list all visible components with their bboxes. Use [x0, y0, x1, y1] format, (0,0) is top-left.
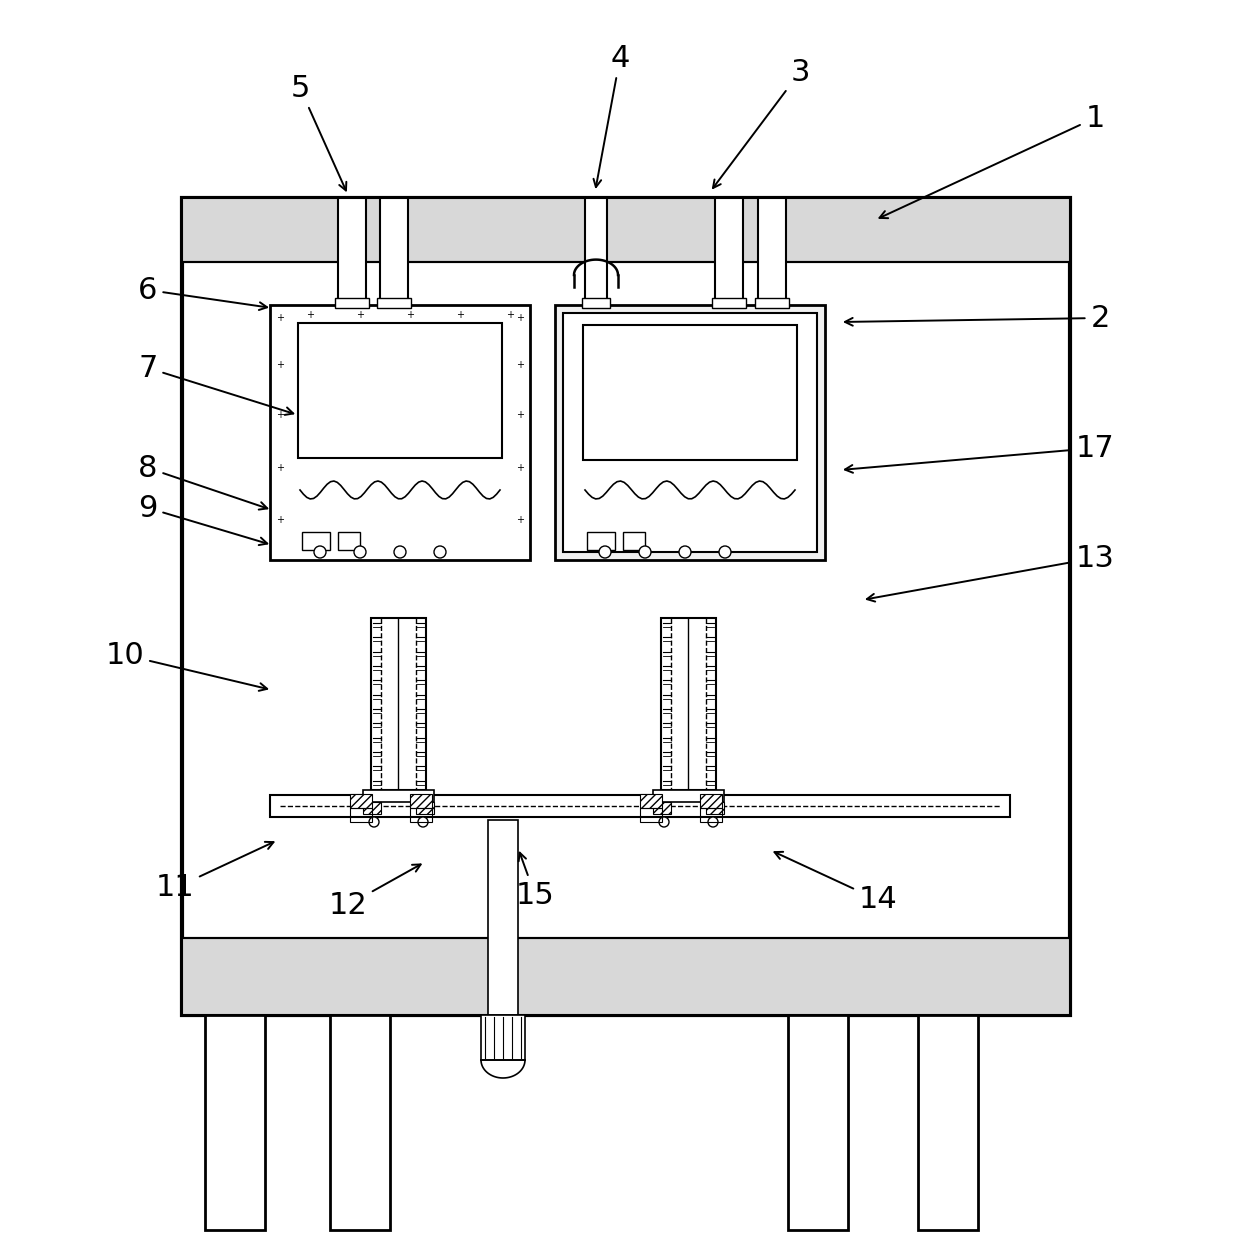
Bar — [640, 808, 662, 822]
Bar — [918, 1015, 978, 1230]
Bar — [701, 808, 722, 822]
Text: +: + — [277, 410, 284, 420]
Bar — [758, 198, 786, 306]
Bar — [715, 198, 743, 306]
Bar — [585, 198, 608, 303]
Bar — [330, 1015, 391, 1230]
Bar — [582, 298, 610, 308]
Text: 14: 14 — [775, 852, 898, 914]
Bar — [489, 819, 518, 1015]
Text: +: + — [516, 410, 525, 420]
Text: 5: 5 — [290, 74, 346, 190]
Bar — [205, 1015, 265, 1230]
Bar — [787, 1015, 848, 1230]
Bar — [481, 1015, 525, 1060]
Bar — [661, 618, 715, 789]
Bar — [182, 198, 1070, 261]
Bar — [379, 198, 408, 306]
Bar — [350, 794, 372, 808]
Text: 4: 4 — [594, 44, 630, 188]
Text: 15: 15 — [516, 853, 554, 909]
Text: +: + — [277, 313, 284, 323]
Bar — [556, 305, 825, 560]
Bar — [701, 794, 722, 808]
Bar — [363, 789, 434, 802]
Circle shape — [599, 545, 611, 558]
Bar — [410, 794, 432, 808]
Circle shape — [708, 817, 718, 827]
Bar — [270, 794, 1011, 817]
Bar — [653, 802, 671, 814]
Text: 8: 8 — [138, 454, 268, 509]
Bar — [410, 808, 432, 822]
Text: 9: 9 — [139, 493, 268, 545]
Text: +: + — [516, 360, 525, 370]
Bar — [755, 298, 789, 308]
Bar — [371, 618, 427, 789]
Bar — [298, 323, 502, 458]
Text: +: + — [277, 360, 284, 370]
Text: 1: 1 — [879, 104, 1105, 218]
Circle shape — [353, 545, 366, 558]
Bar — [303, 532, 330, 550]
Bar — [270, 305, 529, 560]
Bar — [339, 198, 366, 306]
Text: 7: 7 — [139, 354, 294, 415]
Circle shape — [658, 817, 670, 827]
Text: +: + — [405, 310, 414, 320]
Bar — [563, 313, 817, 552]
Text: +: + — [277, 463, 284, 473]
Bar — [640, 794, 662, 808]
Circle shape — [394, 545, 405, 558]
Text: 12: 12 — [329, 864, 420, 919]
Text: +: + — [516, 313, 525, 323]
Bar — [583, 325, 797, 460]
Bar — [339, 532, 360, 550]
Circle shape — [418, 817, 428, 827]
Text: 3: 3 — [713, 58, 810, 188]
Circle shape — [434, 545, 446, 558]
Text: 17: 17 — [844, 434, 1115, 473]
Text: 2: 2 — [844, 304, 1110, 333]
Bar — [653, 789, 724, 802]
Bar — [182, 198, 1070, 1015]
Text: 10: 10 — [105, 641, 267, 691]
Text: +: + — [516, 463, 525, 473]
Bar — [377, 298, 410, 308]
Circle shape — [719, 545, 732, 558]
Text: +: + — [516, 515, 525, 525]
Bar — [706, 802, 724, 814]
Circle shape — [370, 817, 379, 827]
Bar — [335, 298, 370, 308]
Circle shape — [680, 545, 691, 558]
Bar — [363, 802, 381, 814]
Text: 11: 11 — [156, 842, 274, 902]
Text: +: + — [277, 515, 284, 525]
Text: +: + — [456, 310, 464, 320]
Text: +: + — [506, 310, 515, 320]
Text: +: + — [356, 310, 365, 320]
Text: 6: 6 — [139, 275, 267, 310]
Text: +: + — [306, 310, 314, 320]
Circle shape — [314, 545, 326, 558]
Bar — [415, 802, 434, 814]
Bar — [350, 808, 372, 822]
Bar — [587, 532, 615, 550]
Bar — [712, 298, 746, 308]
Bar — [182, 938, 1070, 1015]
Text: 13: 13 — [867, 543, 1115, 602]
Circle shape — [639, 545, 651, 558]
Bar — [622, 532, 645, 550]
